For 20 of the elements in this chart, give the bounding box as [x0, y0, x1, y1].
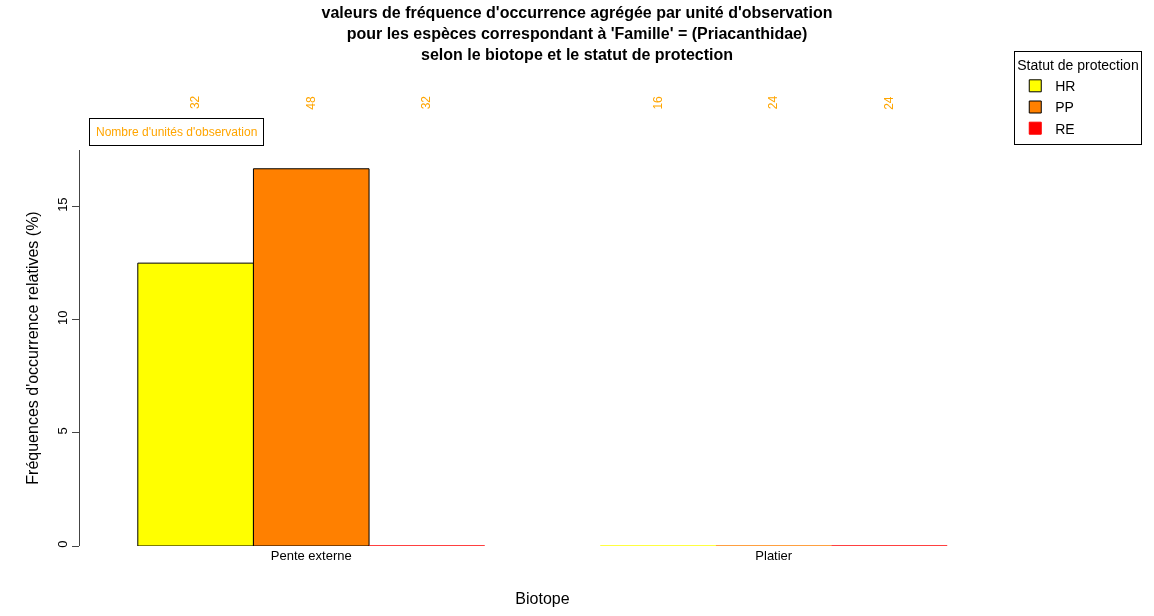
text: 24 [766, 95, 781, 110]
x-tick-label: Platier [755, 548, 793, 563]
text: 16 [650, 95, 665, 110]
x-axis-title: Biotope [515, 589, 570, 607]
legend-label: HR [1055, 78, 1076, 95]
y-axis-title: Fréquences d'occurrence relatives (%) [24, 211, 41, 485]
y-tick-label: 10 [54, 310, 70, 325]
text: 24 [881, 96, 896, 110]
text: 48 [303, 96, 318, 110]
y-tick-label: 15 [54, 197, 70, 212]
y-tick-label: 5 [54, 427, 70, 435]
legend-label: RE [1055, 120, 1075, 137]
chart-title: valeurs de fréquence d'occurrence agrégée par unité d'observation pour les espèces correspondant à 'Famille' = (Priacanthidae) selon le biotope et le statut de protection [321, 4, 833, 64]
y-tick-label: 0 [54, 540, 70, 548]
text: Nombre d'unités d'observation [96, 125, 258, 139]
text: 32 [188, 95, 203, 110]
legend-title: Statut de protection [1017, 57, 1139, 74]
text: 32 [419, 95, 434, 110]
x-tick-label: Pente externe [270, 548, 352, 563]
legend-label: PP [1055, 99, 1074, 116]
